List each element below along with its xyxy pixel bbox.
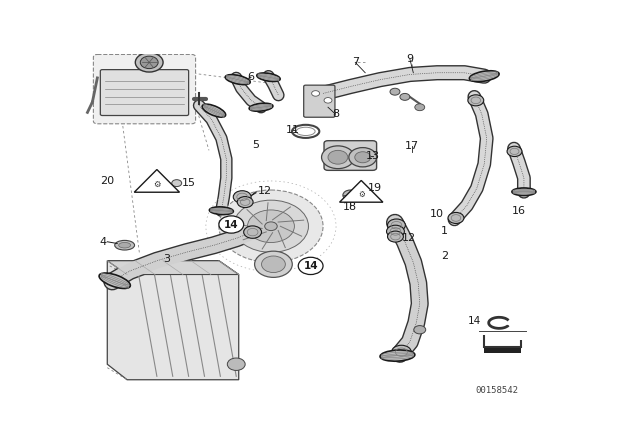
Circle shape (388, 231, 403, 242)
Circle shape (244, 226, 262, 238)
FancyBboxPatch shape (93, 55, 196, 124)
Circle shape (227, 358, 245, 370)
Circle shape (255, 251, 292, 277)
Circle shape (140, 56, 158, 69)
Circle shape (135, 53, 163, 72)
Circle shape (312, 90, 319, 96)
Text: 20: 20 (100, 177, 115, 186)
Text: 8: 8 (332, 109, 339, 119)
Text: 10: 10 (430, 209, 444, 219)
FancyBboxPatch shape (100, 69, 189, 116)
Ellipse shape (469, 71, 499, 82)
Circle shape (324, 98, 332, 103)
Ellipse shape (257, 73, 280, 82)
Circle shape (507, 146, 522, 156)
Text: 17: 17 (405, 141, 419, 151)
Ellipse shape (380, 350, 415, 361)
Text: 14: 14 (224, 220, 239, 229)
Bar (484, 348, 522, 353)
Text: 7: 7 (352, 57, 359, 67)
Text: 16: 16 (512, 206, 526, 216)
Text: 14: 14 (303, 261, 318, 271)
Text: 18: 18 (343, 202, 357, 212)
FancyBboxPatch shape (324, 141, 376, 170)
Ellipse shape (296, 127, 315, 135)
Text: 12: 12 (401, 233, 415, 243)
Ellipse shape (202, 104, 226, 117)
Circle shape (415, 104, 425, 111)
Polygon shape (108, 261, 239, 380)
Circle shape (414, 326, 426, 334)
Circle shape (219, 216, 244, 233)
Text: 6: 6 (248, 72, 255, 82)
Polygon shape (134, 169, 179, 192)
Ellipse shape (249, 103, 273, 111)
Circle shape (387, 225, 404, 237)
Text: 14: 14 (468, 316, 481, 326)
Circle shape (343, 190, 358, 200)
Text: 9: 9 (406, 54, 413, 64)
Circle shape (328, 151, 348, 164)
Circle shape (392, 345, 412, 359)
Text: 15: 15 (182, 178, 196, 188)
Circle shape (400, 94, 410, 100)
Text: ⚙: ⚙ (153, 180, 161, 189)
Text: 00158542: 00158542 (475, 386, 518, 395)
Circle shape (390, 88, 400, 95)
Circle shape (468, 95, 484, 106)
Ellipse shape (512, 188, 536, 195)
Circle shape (248, 210, 294, 242)
Circle shape (234, 200, 308, 252)
FancyBboxPatch shape (304, 85, 335, 117)
Ellipse shape (99, 273, 131, 289)
Text: 3: 3 (163, 254, 170, 264)
Text: 5: 5 (253, 140, 260, 150)
Text: ⚙: ⚙ (358, 190, 365, 199)
Text: 1: 1 (441, 226, 448, 237)
Circle shape (265, 222, 277, 231)
Text: 4: 4 (99, 237, 106, 247)
Text: 2: 2 (441, 250, 448, 261)
Circle shape (388, 219, 405, 232)
Circle shape (219, 190, 323, 263)
Circle shape (448, 212, 464, 224)
Circle shape (172, 180, 182, 186)
Ellipse shape (209, 207, 234, 215)
Circle shape (355, 152, 371, 163)
Ellipse shape (115, 241, 134, 250)
Ellipse shape (225, 75, 250, 85)
Circle shape (321, 146, 355, 168)
Polygon shape (340, 181, 383, 202)
Polygon shape (108, 261, 239, 275)
Circle shape (262, 256, 285, 272)
Circle shape (237, 197, 253, 207)
Text: 19: 19 (368, 183, 382, 193)
Text: 11: 11 (286, 125, 300, 135)
Text: 12: 12 (257, 186, 272, 196)
Ellipse shape (118, 242, 131, 248)
Circle shape (298, 257, 323, 275)
Circle shape (233, 191, 251, 203)
Text: 13: 13 (365, 151, 380, 160)
Circle shape (349, 147, 376, 167)
